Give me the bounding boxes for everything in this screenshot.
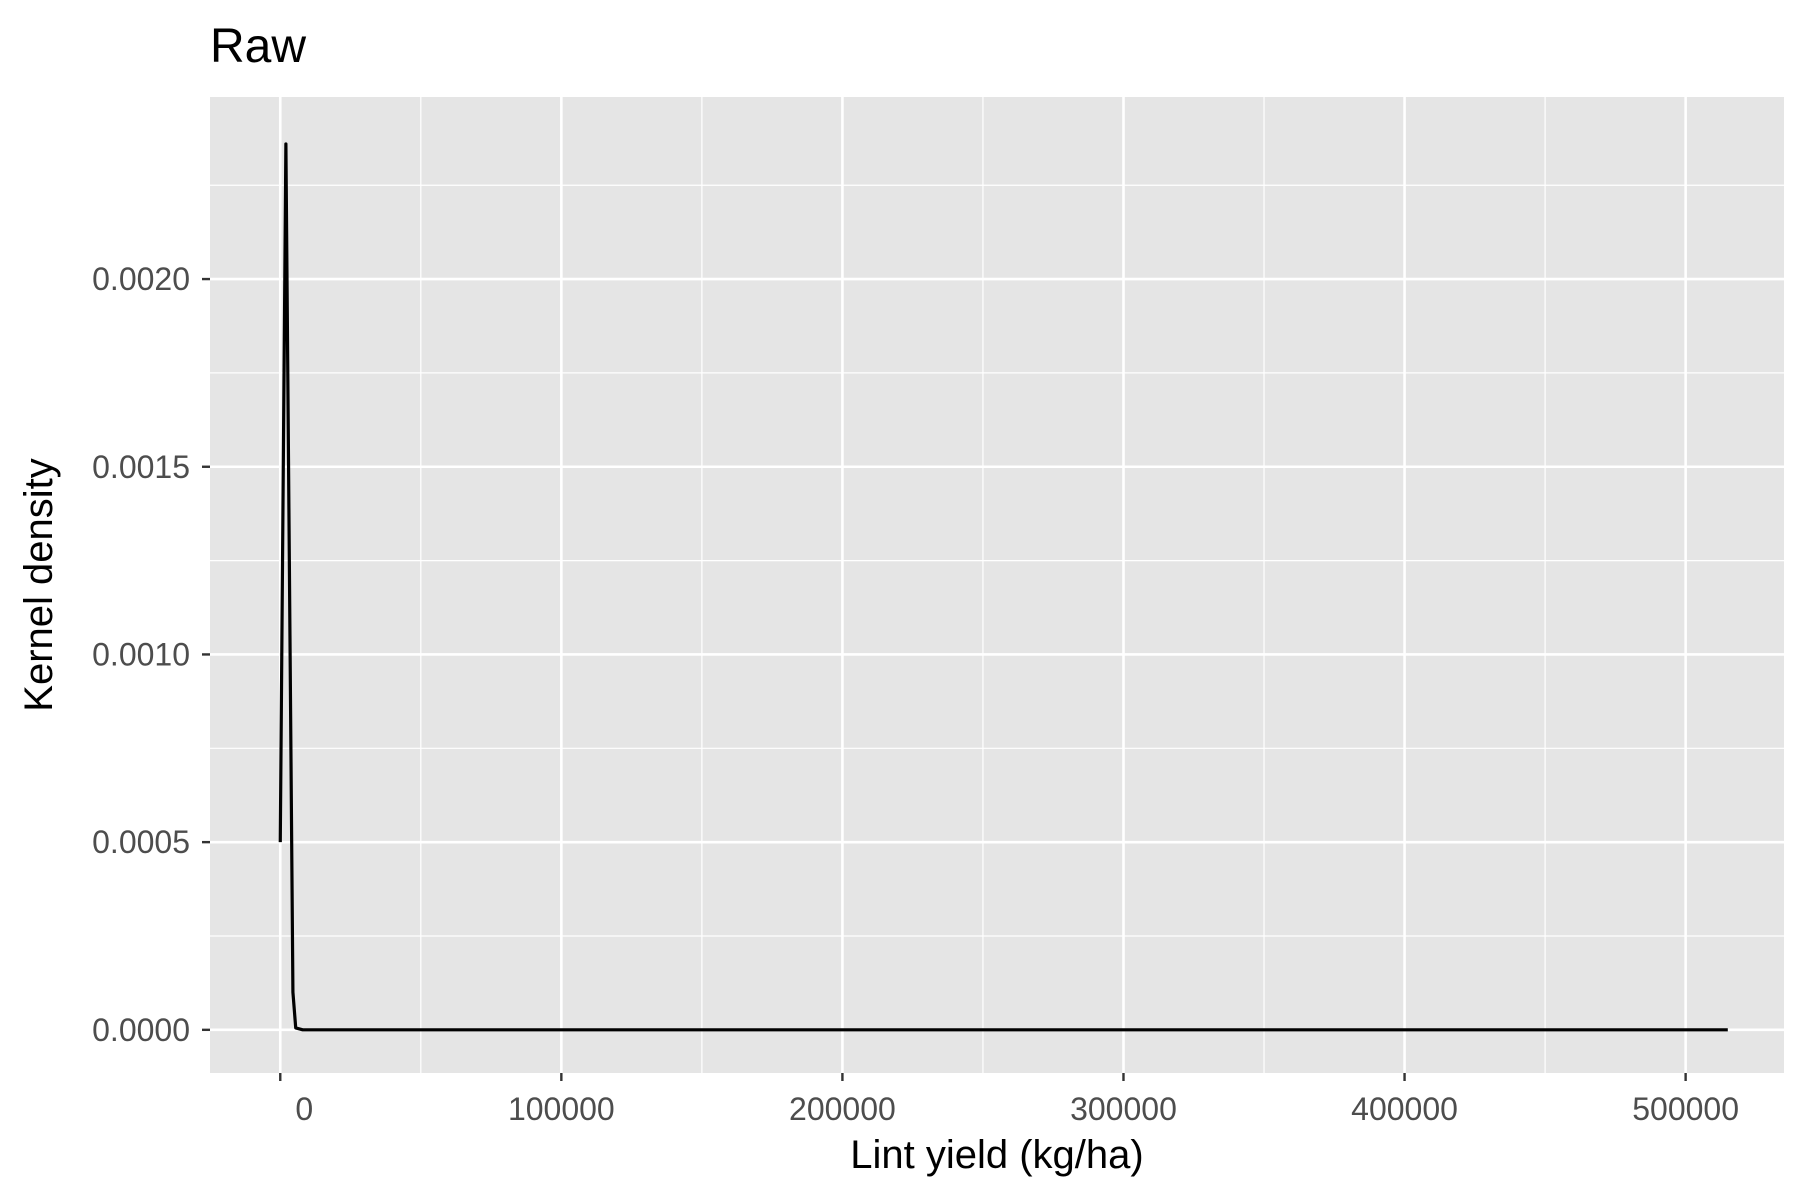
y-tick-label: 0.0020 (92, 261, 190, 297)
x-tick-label: 200000 (789, 1091, 896, 1127)
chart-title: Raw (210, 20, 306, 73)
x-tick-label: 400000 (1351, 1091, 1458, 1127)
y-tick-label: 0.0010 (92, 636, 190, 672)
x-axis: 0 100000 200000 300000 400000 500000 (279, 1073, 1739, 1127)
x-axis-title: Lint yield (kg/ha) (850, 1133, 1143, 1177)
plot-panel (210, 97, 1784, 1073)
y-axis-title: Kernel density (17, 458, 61, 711)
y-axis: 0.0000 0.0005 0.0010 0.0015 0.0020 (92, 261, 210, 1048)
y-tick-label: 0.0000 (92, 1012, 190, 1048)
x-tick-label: 100000 (508, 1091, 615, 1127)
x-tick-label: 0 (295, 1091, 313, 1127)
x-tick-label: 300000 (1070, 1091, 1177, 1127)
y-tick-label: 0.0015 (92, 449, 190, 485)
density-line (278, 142, 1728, 1032)
x-tick-label: 500000 (1632, 1091, 1739, 1127)
density-layer (278, 142, 1728, 1032)
y-tick-label: 0.0005 (92, 824, 190, 860)
minor-gridlines (210, 97, 1784, 1073)
